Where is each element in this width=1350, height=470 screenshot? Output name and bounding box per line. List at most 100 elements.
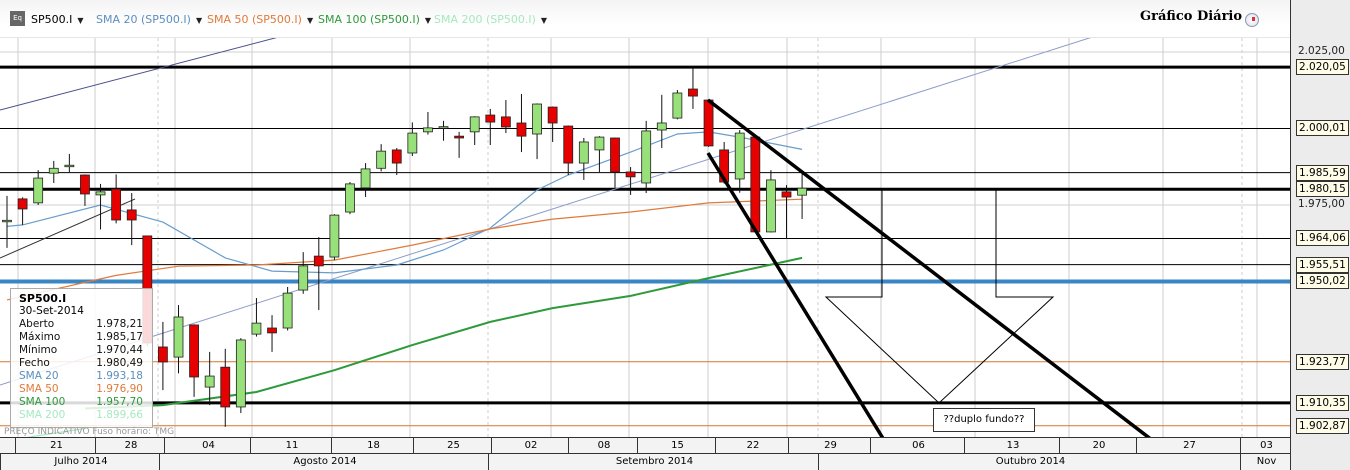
candle[interactable] [438, 120, 449, 141]
candle[interactable] [251, 298, 262, 337]
candle[interactable] [734, 130, 745, 193]
candle[interactable] [80, 174, 90, 206]
down-arrow-drawing[interactable] [824, 188, 1055, 404]
candle[interactable] [454, 131, 465, 158]
sma50-dropdown[interactable]: SMA 50 (SP500.I) ▼ [207, 13, 313, 26]
candle[interactable] [516, 93, 527, 153]
candle[interactable] [610, 137, 620, 188]
candle[interactable] [2, 195, 12, 248]
candle[interactable] [220, 348, 231, 427]
legend-label: Mínimo [19, 344, 58, 356]
candle[interactable] [360, 163, 371, 198]
candle-body [594, 136, 605, 151]
trend-line[interactable] [0, 0, 1240, 386]
price-level-label: 2.020,05 [1296, 59, 1349, 76]
candle[interactable] [500, 100, 511, 134]
candle-body [750, 136, 761, 233]
candle[interactable] [407, 122, 418, 157]
candle[interactable] [313, 237, 324, 310]
sma200-dropdown[interactable]: SMA 200 (SP500.I) ▼ [434, 13, 547, 26]
candle-body [235, 339, 246, 408]
x-tick-label: 28 [95, 438, 164, 454]
resistance-line[interactable] [706, 98, 1152, 437]
x-tick-label: 29 [788, 438, 870, 454]
candle[interactable] [329, 214, 340, 261]
candle[interactable] [578, 137, 589, 180]
time-axis-months[interactable]: Julho 2014 Agosto 2014 Setembro 2014 Outubr… [0, 453, 1290, 470]
candle[interactable] [688, 67, 698, 109]
price-level-label: 2.000,01 [1296, 120, 1349, 137]
candle[interactable] [298, 252, 309, 294]
price-level-label: 1.950,02 [1296, 273, 1349, 290]
candle[interactable] [345, 182, 355, 215]
candle[interactable] [33, 170, 44, 205]
price-chart[interactable] [0, 0, 1290, 437]
time-axis-weeks[interactable]: 21 28 04 11 18 25 02 08 15 22 29 06 13 20 27 03 [0, 437, 1290, 454]
candle-body [578, 141, 589, 164]
symbol-dropdown[interactable]: SP500.I ▼ [31, 13, 84, 26]
legend-value: 1.976,90 [96, 383, 143, 395]
legend-row: SMA 200 1.899,66 [19, 409, 152, 422]
candles [2, 67, 807, 427]
candle-body [298, 265, 309, 291]
candle[interactable] [797, 173, 807, 219]
chart-toolbar: Eq SP500.I ▼ SMA 20 (SP500.I) ▼ SMA 50 (SP… [0, 0, 1290, 38]
annotation-label[interactable]: ??duplo fundo?? [933, 408, 1035, 432]
candle[interactable] [204, 351, 215, 406]
candle[interactable] [656, 94, 667, 149]
sma100-dropdown[interactable]: SMA 100 (SP500.I) ▼ [318, 13, 431, 26]
candle[interactable] [423, 111, 433, 135]
legend-row: Fecho 1.980,49 [19, 357, 152, 370]
candle-body [189, 324, 199, 378]
chart-title: Gráfico Diário [1140, 9, 1243, 24]
x-tick-label: 13 [964, 438, 1059, 454]
sma-line [6, 198, 803, 301]
candle[interactable] [282, 287, 293, 331]
candle[interactable] [95, 183, 106, 230]
candle[interactable] [781, 185, 792, 239]
candle[interactable] [376, 144, 387, 172]
legend-label: SMA 100 [19, 396, 66, 408]
candle[interactable] [126, 193, 137, 246]
candle-body [469, 116, 480, 133]
x-tick-label: 18 [331, 438, 413, 454]
sma20-dropdown[interactable]: SMA 20 (SP500.I) ▼ [96, 13, 202, 26]
legend-value: 1.980,49 [96, 357, 143, 369]
candle[interactable] [267, 315, 277, 352]
candle[interactable] [563, 125, 574, 176]
candle-body [313, 255, 324, 267]
candle-body [500, 116, 511, 128]
candle[interactable] [641, 120, 652, 194]
candle[interactable] [532, 103, 542, 160]
triangle-down-icon: ▼ [195, 16, 203, 25]
candle[interactable] [64, 153, 75, 172]
candle[interactable] [189, 324, 199, 397]
candle[interactable] [235, 338, 246, 414]
candle[interactable] [594, 136, 605, 172]
candle[interactable] [48, 160, 59, 183]
candle-body [485, 114, 496, 123]
candle[interactable] [391, 148, 402, 176]
candle[interactable] [672, 89, 683, 120]
candle[interactable] [766, 170, 776, 233]
candle[interactable] [173, 305, 184, 374]
candle-body [173, 316, 184, 358]
candle[interactable] [547, 106, 558, 142]
candle[interactable] [750, 136, 761, 233]
triangle-down-icon: ▼ [540, 16, 548, 25]
candle[interactable] [703, 99, 714, 147]
legend-row: SMA 100 1.957,70 [19, 396, 152, 409]
support-line[interactable] [706, 152, 885, 437]
candle[interactable] [17, 197, 28, 225]
candle-body [33, 177, 44, 204]
candle[interactable] [485, 108, 496, 146]
triangle-down-icon: ▼ [77, 16, 84, 25]
legend-row: SMA 20 1.993,18 [19, 370, 152, 383]
candle-body [95, 191, 106, 196]
candle[interactable] [469, 116, 480, 146]
candle[interactable] [157, 321, 168, 391]
candle[interactable] [625, 167, 636, 195]
watermark: PREÇO INDICATIVO Fuso horário: TMG [4, 427, 175, 437]
candle[interactable] [111, 174, 122, 224]
clock-icon[interactable] [1245, 13, 1259, 27]
